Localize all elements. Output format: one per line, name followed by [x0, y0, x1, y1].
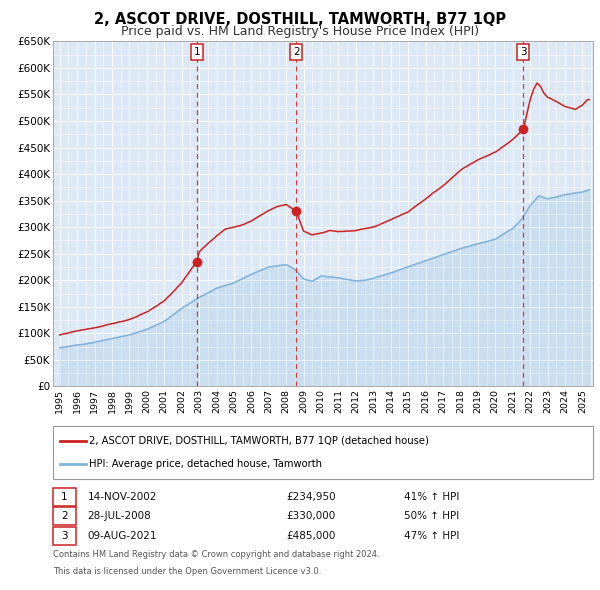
Text: Contains HM Land Registry data © Crown copyright and database right 2024.: Contains HM Land Registry data © Crown c…: [53, 550, 379, 559]
Text: 2, ASCOT DRIVE, DOSTHILL, TAMWORTH, B77 1QP (detached house): 2, ASCOT DRIVE, DOSTHILL, TAMWORTH, B77 …: [89, 436, 428, 446]
Text: £485,000: £485,000: [287, 531, 336, 540]
Text: 09-AUG-2021: 09-AUG-2021: [88, 531, 157, 540]
Text: 2: 2: [293, 47, 299, 57]
Text: 2, ASCOT DRIVE, DOSTHILL, TAMWORTH, B77 1QP: 2, ASCOT DRIVE, DOSTHILL, TAMWORTH, B77 …: [94, 12, 506, 27]
Text: 1: 1: [61, 492, 68, 502]
Text: 41% ↑ HPI: 41% ↑ HPI: [404, 492, 459, 502]
Text: £330,000: £330,000: [287, 512, 336, 521]
Text: £234,950: £234,950: [287, 492, 337, 502]
Text: 47% ↑ HPI: 47% ↑ HPI: [404, 531, 459, 540]
Text: 3: 3: [61, 531, 68, 540]
Text: 14-NOV-2002: 14-NOV-2002: [88, 492, 157, 502]
Text: 3: 3: [520, 47, 527, 57]
Text: 28-JUL-2008: 28-JUL-2008: [88, 512, 151, 521]
Text: 50% ↑ HPI: 50% ↑ HPI: [404, 512, 459, 521]
Text: HPI: Average price, detached house, Tamworth: HPI: Average price, detached house, Tamw…: [89, 459, 322, 469]
Text: 2: 2: [61, 512, 68, 521]
Text: Price paid vs. HM Land Registry's House Price Index (HPI): Price paid vs. HM Land Registry's House …: [121, 25, 479, 38]
Text: 1: 1: [194, 47, 200, 57]
Text: This data is licensed under the Open Government Licence v3.0.: This data is licensed under the Open Gov…: [53, 567, 321, 576]
